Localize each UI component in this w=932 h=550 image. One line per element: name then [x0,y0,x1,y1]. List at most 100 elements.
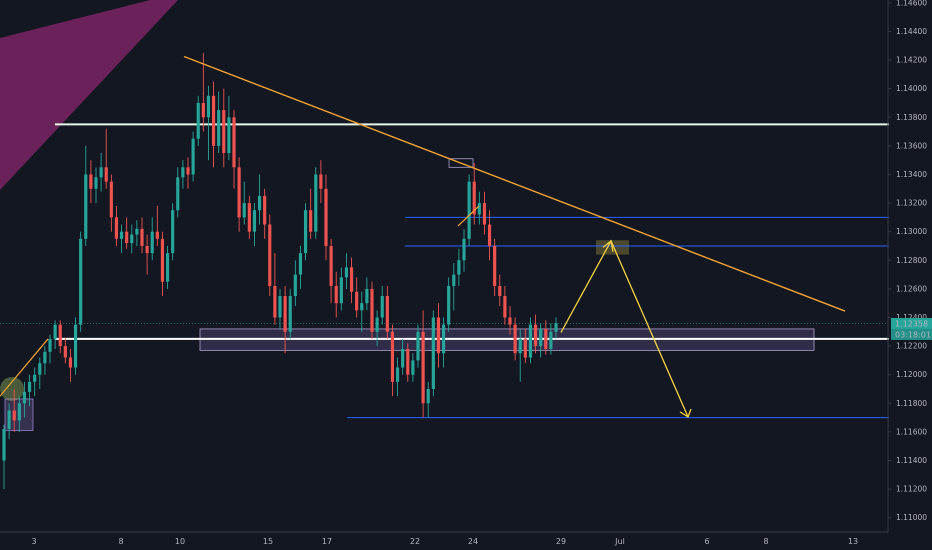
candle-body [227,117,231,154]
candle-body [298,253,303,275]
candle-body [63,346,67,358]
y-tick-label: 1.11000 [896,513,927,522]
y-tick-label: 1.14000 [896,84,927,93]
candle-body [186,167,190,175]
candle-body [27,381,32,392]
candle-body [43,351,47,364]
candle-body [344,267,349,278]
candle-body [329,245,333,287]
y-tick-label: 1.13000 [896,227,927,236]
x-tick-label: 29 [556,537,566,546]
candle-body [33,374,37,382]
candle-body [257,195,262,211]
candle-body [395,367,400,382]
candle-body [436,317,441,354]
candle-body [390,331,395,382]
candle-body [191,138,195,175]
y-axis-bg [889,0,932,550]
candle-body [89,174,93,189]
candle-body [426,388,430,404]
y-tick-label: 1.12600 [896,284,927,293]
candle-body [247,203,251,232]
left-circle [0,376,24,401]
candle-body [431,317,435,389]
candle-body [278,296,282,318]
candle-body [493,245,497,287]
candle-body [119,231,124,239]
candle-body [539,328,543,347]
candle-body [365,288,369,304]
candle-body [375,317,379,332]
candle-body [293,274,297,297]
candle-body [355,291,359,311]
candle-body [273,286,277,318]
projection-arrow-up [602,239,614,252]
x-tick-label: 24 [468,537,478,546]
candle-body [319,174,323,189]
candle-body [360,303,364,311]
candle-body [385,296,389,332]
candle-body [482,203,487,225]
candle-body [68,357,73,368]
candle-body [222,110,226,154]
candle-body [416,331,420,361]
candle-body [441,324,446,354]
candle-body [334,286,338,304]
y-tick-label: 1.13800 [896,113,927,122]
y-tick-label: 1.13600 [896,141,927,150]
candle-body [171,210,175,254]
current-price-label: 1.12358 [895,319,928,328]
candle-body [48,338,52,352]
y-tick-label: 1.11800 [896,399,927,408]
y-tick-label: 1.11600 [896,427,927,436]
candle-body [201,102,205,118]
candle-body [181,167,185,178]
candle-body [533,324,538,347]
candle-body [2,429,6,461]
candle-body [523,338,527,358]
x-tick-label: Jul [614,537,625,546]
projection-arrow-down [679,408,692,418]
candle-body [160,238,165,282]
candle-body [421,331,425,404]
candle-body [99,167,103,178]
current-price-badge [891,317,932,329]
y-tick-label: 1.11200 [896,485,927,494]
candle-body [114,217,119,239]
y-tick-label: 1.13400 [896,170,927,179]
candle-body [252,210,257,232]
y-tick-label: 1.14600 [896,0,927,7]
candle-body [303,210,308,254]
candle-body [53,324,57,339]
candle-body [84,174,88,239]
candle-body [145,245,149,254]
x-tick-label: 15 [263,537,273,546]
countdown-label: 03:18:01 [895,330,931,339]
y-tick-label: 1.12800 [896,256,927,265]
candle-body [472,181,476,215]
candle-body [125,231,129,244]
candle-body [130,234,134,244]
candle-body [503,296,507,318]
y-tick-label: 1.12200 [896,342,927,351]
candle-body [237,167,241,218]
candle-body [314,174,318,232]
mini-trendline [457,205,480,227]
candle-body [549,331,553,349]
candle-body [94,177,98,189]
x-tick-label: 13 [848,537,858,546]
candle-body [17,403,21,421]
candle-body [140,228,144,246]
candle-body [544,328,548,349]
candle-body [528,324,533,358]
candle-body [206,95,211,118]
candle-body [487,224,492,246]
candle-body [109,181,113,218]
candle-body [283,296,287,332]
y-tick-label: 1.12000 [896,370,927,379]
left-trendline [0,338,49,397]
candle-body [135,228,139,235]
candle-body [452,274,456,287]
